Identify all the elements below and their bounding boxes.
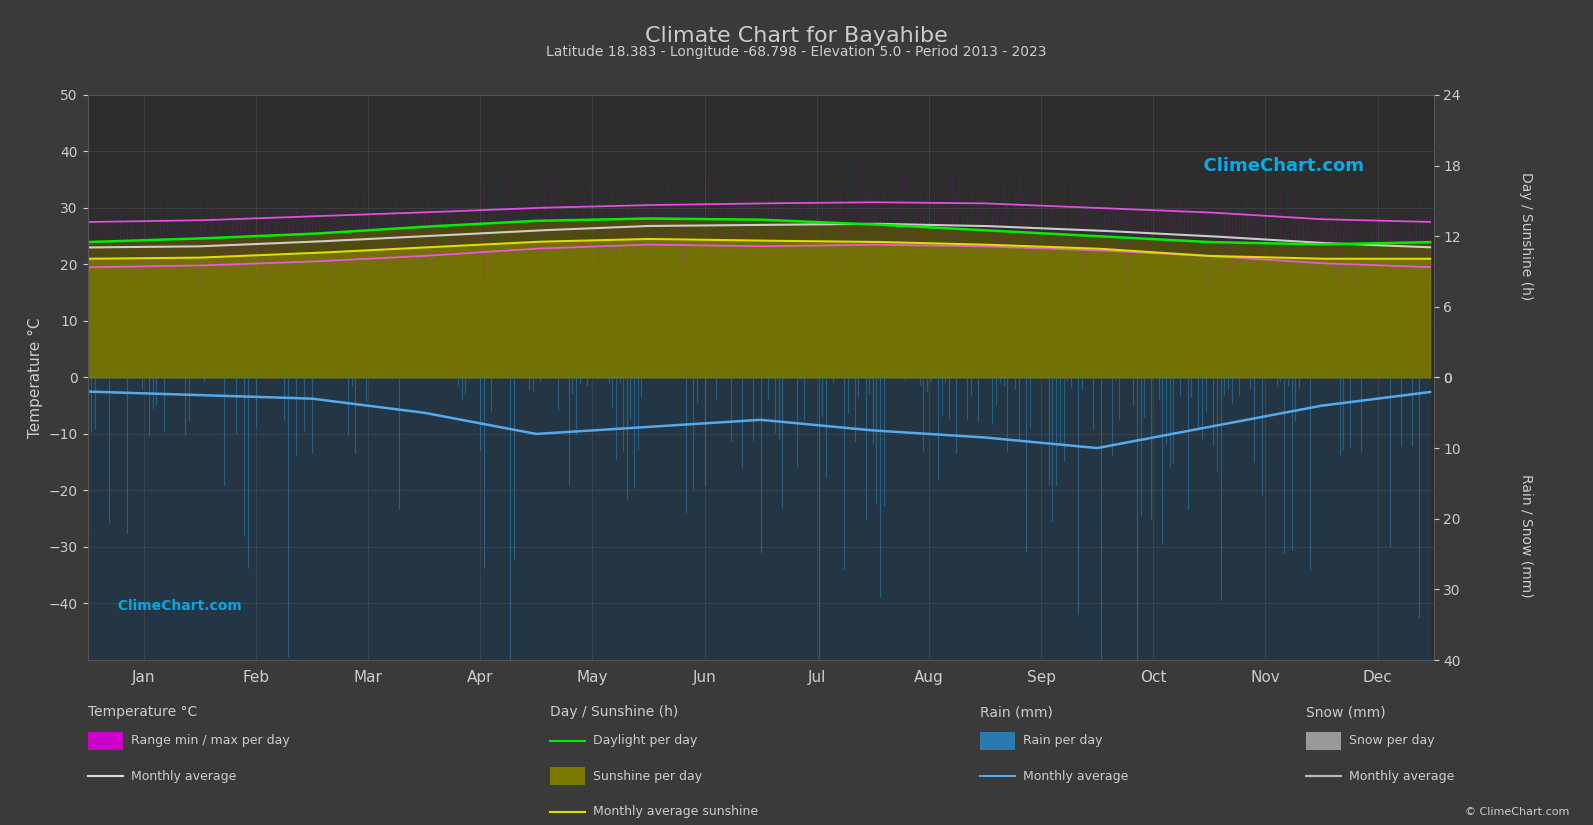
Text: Monthly average: Monthly average [1023,770,1128,783]
Text: Latitude 18.383 - Longitude -68.798 - Elevation 5.0 - Period 2013 - 2023: Latitude 18.383 - Longitude -68.798 - El… [546,45,1047,59]
Text: Monthly average sunshine: Monthly average sunshine [593,805,758,818]
Y-axis label: Temperature °C: Temperature °C [29,317,43,438]
Text: Snow (mm): Snow (mm) [1306,705,1386,719]
Text: Day / Sunshine (h): Day / Sunshine (h) [550,705,679,719]
Text: Day / Sunshine (h): Day / Sunshine (h) [1520,172,1532,300]
Text: ClimeChart.com: ClimeChart.com [108,599,242,613]
Text: Monthly average: Monthly average [1349,770,1454,783]
Text: Rain (mm): Rain (mm) [980,705,1053,719]
Text: Rain per day: Rain per day [1023,734,1102,747]
Text: Sunshine per day: Sunshine per day [593,770,703,783]
Text: Climate Chart for Bayahibe: Climate Chart for Bayahibe [645,26,948,46]
Text: Rain / Snow (mm): Rain / Snow (mm) [1520,474,1532,597]
Text: © ClimeChart.com: © ClimeChart.com [1464,807,1569,817]
Text: Daylight per day: Daylight per day [593,734,698,747]
Text: Snow per day: Snow per day [1349,734,1435,747]
Text: Temperature °C: Temperature °C [88,705,198,719]
Text: Range min / max per day: Range min / max per day [131,734,290,747]
Text: Monthly average: Monthly average [131,770,236,783]
Text: ClimeChart.com: ClimeChart.com [1192,157,1365,175]
